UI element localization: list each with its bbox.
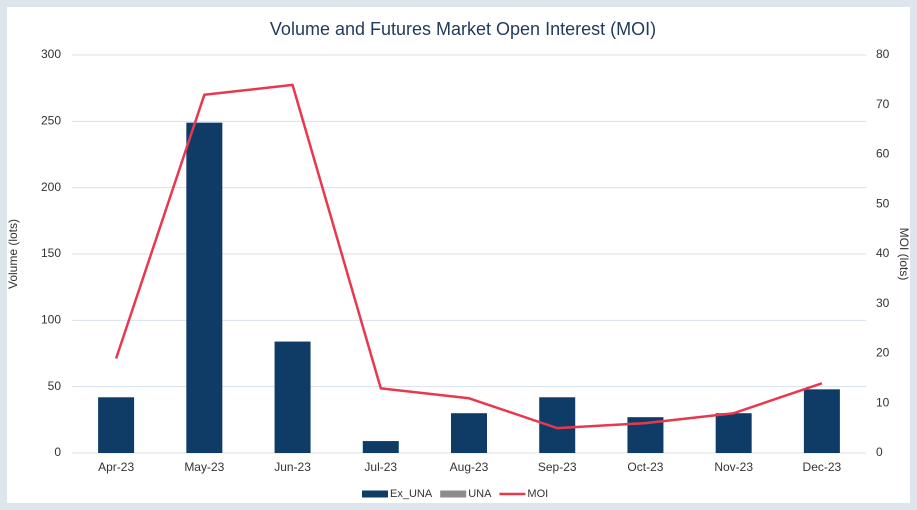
bar: [451, 413, 487, 453]
y-tick-label: 100: [41, 313, 61, 327]
y2-tick-label: 70: [876, 97, 890, 111]
y2-axis-title: MOI (lots): [897, 228, 911, 281]
bar: [362, 441, 399, 453]
y-tick-label: 0: [54, 445, 61, 459]
legend-swatch: [362, 490, 388, 498]
y-tick-label: 50: [48, 379, 62, 393]
y2-tick-label: 80: [876, 47, 890, 61]
legend-swatch: [440, 490, 467, 498]
legend-label: UNA: [468, 488, 492, 500]
x-tick-label: Jun-23: [274, 460, 311, 474]
y2-tick-label: 30: [876, 296, 890, 310]
y-tick-label: 150: [41, 246, 61, 260]
x-tick-label: May-23: [184, 460, 224, 474]
x-tick-label: Aug-23: [450, 460, 489, 474]
y2-tick-label: 40: [876, 246, 890, 260]
bar: [274, 341, 311, 453]
x-tick-label: Oct-23: [627, 460, 663, 474]
y2-tick-label: 60: [876, 147, 890, 161]
chart-title: Volume and Futures Market Open Interest …: [270, 19, 656, 39]
line: [114, 83, 823, 430]
y2-tick-label: 20: [876, 346, 890, 360]
x-tick-label: Nov-23: [714, 460, 753, 474]
legend-label: MOI: [527, 488, 548, 500]
y-tick-label: 300: [41, 47, 61, 61]
x-tick-label: Sep-23: [538, 460, 577, 474]
bar: [98, 397, 135, 453]
y2-tick-label: 10: [876, 395, 890, 409]
bar: [715, 413, 752, 453]
x-tick-label: Jul-23: [364, 460, 397, 474]
y2-tick-label: 0: [876, 445, 883, 459]
bar: [186, 122, 223, 453]
y-tick-label: 200: [41, 180, 61, 194]
y-axis-title: Volume (lots): [6, 219, 20, 289]
x-tick-label: Dec-23: [803, 460, 842, 474]
y2-tick-label: 50: [876, 196, 890, 210]
y-tick-label: 250: [41, 114, 61, 128]
legend-label: Ex_UNA: [390, 488, 433, 500]
x-tick-label: Apr-23: [98, 460, 134, 474]
bar: [803, 389, 840, 453]
